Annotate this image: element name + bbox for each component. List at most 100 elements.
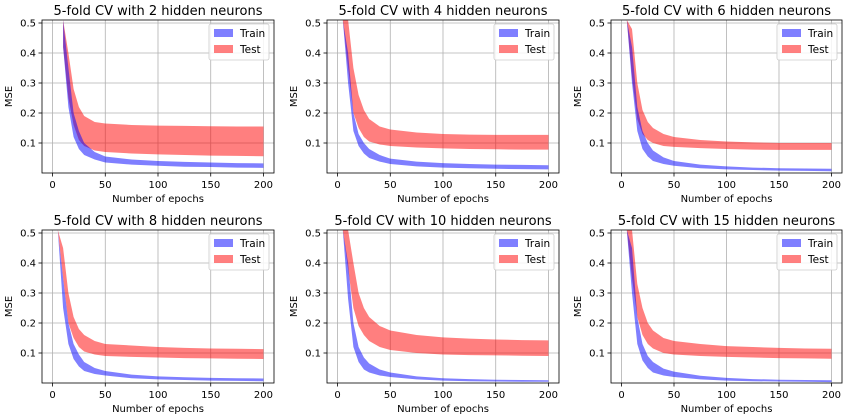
legend-swatch-test (782, 255, 801, 263)
x-tick-label: 150 (201, 390, 220, 401)
x-tick-label: 200 (822, 180, 841, 191)
y-tick-label: 0.1 (305, 139, 321, 150)
x-tick-label: 200 (539, 180, 558, 191)
legend-label-train: Train (524, 238, 550, 250)
y-tick-label: 0.1 (589, 139, 605, 150)
chart-title: 5-fold CV with 10 hidden neurons (334, 214, 551, 229)
band-train (63, 20, 264, 168)
legend: Train Test (493, 233, 555, 271)
band-train (342, 230, 549, 382)
y-axis-label: MSE (289, 296, 300, 317)
x-axis-label: Number of epochs (112, 404, 204, 415)
x-tick-label: 100 (717, 390, 736, 401)
x-tick-label: 150 (486, 180, 505, 191)
x-tick-label: 200 (254, 180, 273, 191)
y-tick-label: 0.3 (305, 289, 321, 300)
x-tick-label: 150 (769, 180, 788, 191)
x-tick-label: 50 (384, 390, 397, 401)
legend: Train Test (776, 23, 838, 61)
y-tick-label: 0.2 (589, 319, 605, 330)
y-tick-label: 0.4 (20, 49, 36, 60)
y-tick-label: 0.3 (589, 289, 605, 300)
legend-swatch-test (499, 255, 518, 263)
legend-swatch-test (782, 45, 801, 53)
subplot-4: 0 50 100 150 200 0.1 0.2 0.3 0.4 0.5 5-fold CV wit… (4, 214, 275, 415)
y-tick-label: 0.4 (20, 259, 36, 270)
x-tick-label: 0 (334, 390, 340, 401)
x-tick-label: 0 (49, 390, 55, 401)
band-test (342, 20, 549, 150)
legend-label-train: Train (239, 238, 265, 250)
y-tick-label: 0.4 (305, 259, 321, 270)
chart-title: 5-fold CV with 8 hidden neurons (54, 214, 263, 229)
x-tick-label: 200 (539, 390, 558, 401)
y-tick-label: 0.3 (589, 79, 605, 90)
legend-swatch-test (214, 45, 233, 53)
legend-label-test: Test (807, 44, 829, 56)
x-axis-label: Number of epochs (681, 404, 773, 415)
chart-title: 5-fold CV with 4 hidden neurons (339, 4, 548, 19)
legend-label-test: Test (239, 254, 261, 266)
x-tick-label: 100 (148, 180, 167, 191)
x-axis-label: Number of epochs (397, 194, 489, 205)
y-tick-label: 0.1 (20, 349, 36, 360)
x-tick-label: 100 (717, 180, 736, 191)
x-tick-label: 0 (334, 180, 340, 191)
y-tick-label: 0.4 (589, 259, 605, 270)
y-tick-label: 0.5 (589, 19, 605, 30)
y-tick-label: 0.5 (589, 229, 605, 240)
legend-label-test: Test (524, 254, 546, 266)
legend-label-train: Train (524, 28, 550, 40)
x-tick-label: 50 (384, 180, 397, 191)
chart-title: 5-fold CV with 6 hidden neurons (622, 4, 831, 19)
subplot-6: 0 50 100 150 200 0.1 0.2 0.3 0.4 0.5 5-fold CV wit… (573, 214, 843, 415)
legend-label-train: Train (807, 28, 833, 40)
legend-swatch-test (499, 45, 518, 53)
x-tick-label: 0 (618, 180, 624, 191)
x-tick-label: 150 (201, 180, 220, 191)
y-axis-label: MSE (573, 296, 584, 317)
subplot-2: 0 50 100 150 200 0.1 0.2 0.3 0.4 0.5 5-fold CV wit… (289, 4, 560, 205)
x-tick-label: 200 (254, 390, 273, 401)
subplot-5: 0 50 100 150 200 0.1 0.2 0.3 0.4 0.5 5-fold CV wit… (289, 214, 560, 415)
x-tick-label: 200 (822, 390, 841, 401)
legend-label-test: Test (807, 254, 829, 266)
subplot-1: 0 50 100 150 200 0.1 0.2 0.3 0.4 0.5 5-fold CV wit… (4, 4, 275, 205)
legend-swatch-train (499, 239, 518, 247)
y-tick-label: 0.2 (305, 109, 321, 120)
y-tick-label: 0.4 (305, 49, 321, 60)
band-train (626, 230, 832, 383)
y-tick-label: 0.3 (305, 79, 321, 90)
legend-label-train: Train (239, 28, 265, 40)
x-tick-label: 100 (433, 390, 452, 401)
y-tick-label: 0.5 (20, 19, 36, 30)
y-axis-label: MSE (573, 86, 584, 107)
x-axis-label: Number of epochs (112, 194, 204, 205)
x-tick-label: 50 (99, 390, 112, 401)
legend: Train Test (776, 233, 838, 271)
legend-label-train: Train (807, 238, 833, 250)
x-tick-label: 150 (769, 390, 788, 401)
y-tick-label: 0.2 (589, 109, 605, 120)
band-test (626, 20, 832, 150)
legend-swatch-test (214, 255, 233, 263)
y-tick-label: 0.5 (20, 229, 36, 240)
legend-swatch-train (499, 29, 518, 37)
x-tick-label: 0 (49, 180, 55, 191)
y-tick-label: 0.5 (305, 19, 321, 30)
legend-label-test: Test (239, 44, 261, 56)
legend: Train Test (493, 23, 555, 61)
y-tick-label: 0.1 (20, 139, 36, 150)
x-tick-label: 50 (668, 180, 681, 191)
legend-swatch-train (214, 239, 233, 247)
y-tick-label: 0.3 (20, 289, 36, 300)
y-axis-label: MSE (289, 86, 300, 107)
x-tick-label: 50 (99, 180, 112, 191)
y-axis-label: MSE (4, 296, 15, 317)
y-tick-label: 0.4 (589, 49, 605, 60)
x-tick-label: 0 (618, 390, 624, 401)
x-axis-label: Number of epochs (681, 194, 773, 205)
band-test (342, 230, 549, 356)
legend: Train Test (208, 233, 270, 271)
chart-title: 5-fold CV with 15 hidden neurons (618, 214, 835, 229)
